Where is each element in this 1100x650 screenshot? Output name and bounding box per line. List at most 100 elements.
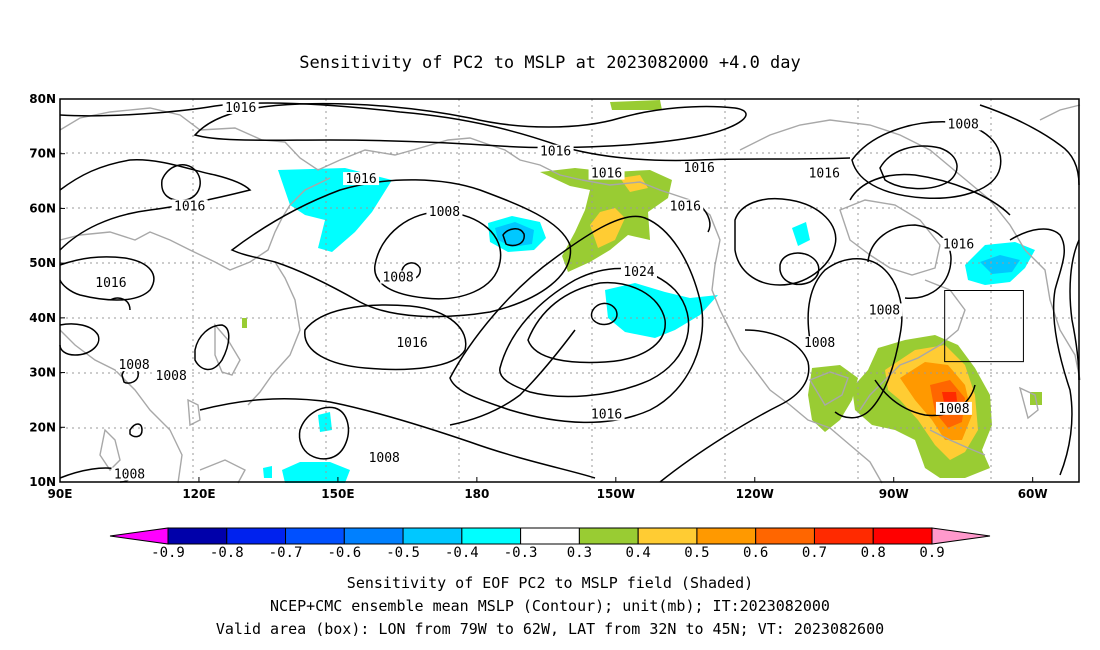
contour-label: 1016	[396, 336, 427, 351]
contour-label: 1008	[156, 369, 187, 384]
colorbar-swatch	[285, 527, 345, 545]
pos-patch-tiny	[242, 318, 247, 328]
contour-label: 1016	[670, 199, 701, 214]
colorbar: -0.9 -0.8 -0.7 -0.6 -0.5 -0.4 -0.3 0.3 0.4 0.5 0.6…	[109, 527, 991, 561]
contour-label-bg	[588, 407, 625, 421]
contour-label-bg	[380, 270, 417, 284]
contour-label: 1008	[948, 117, 979, 132]
contour-label-bg	[394, 336, 431, 350]
contour-label: 1016	[95, 276, 126, 291]
x-axis-ticks: 90E 120E 150E 180 150W 120W 90W 60W	[48, 477, 1048, 501]
y-tick-label: 60N	[29, 201, 56, 215]
x-tick-label: 180	[464, 487, 489, 501]
contour-label-bg	[866, 303, 903, 317]
map-panel: 1016 1016 1016 1016 1016 1008 1016 1016 1008 1016…	[29, 92, 1081, 501]
contour-label: 1008	[869, 303, 900, 318]
colorbar-label: -0.6	[327, 545, 361, 561]
contour-label-bg	[935, 401, 972, 415]
contour-label-bg	[681, 161, 718, 175]
colorbar-label: -0.7	[269, 545, 303, 561]
contour-label-bg	[801, 336, 838, 350]
y-tick-label: 40N	[29, 311, 56, 325]
contour-label: 1008	[382, 271, 413, 286]
colorbar-label: 0.5	[684, 545, 709, 561]
colorbar-label: 0.4	[626, 545, 651, 561]
x-tick-label: 90E	[48, 487, 73, 501]
contour-label-bg	[945, 117, 982, 131]
neg-patch-small-2	[263, 466, 272, 478]
colorbar-swatch	[226, 527, 287, 545]
colorbar-right-arrow	[931, 527, 991, 545]
colorbar-label: -0.3	[504, 545, 538, 561]
contour-label-bg	[111, 467, 148, 481]
contour-label-bg	[940, 237, 977, 251]
y-axis-ticks: 10N 20N 30N 40N 50N 60N 70N 80N	[29, 92, 65, 489]
contour-label: 1008	[429, 205, 460, 220]
contour-label-bg	[153, 369, 190, 383]
contour-label: 1016	[225, 101, 256, 116]
contour-label: 1016	[345, 172, 376, 187]
coastlines	[59, 104, 1081, 484]
pos-core-alaska	[590, 208, 625, 248]
neg-patch-hudson	[792, 222, 810, 246]
x-tick-label: 150E	[321, 487, 354, 501]
x-tick-label: 120E	[182, 487, 215, 501]
contour-label: 1008	[804, 336, 835, 351]
contour-label-bg	[426, 204, 463, 218]
caption-line-2: NCEP+CMC ensemble mean MSLP (Contour); u…	[270, 597, 830, 615]
contour-label: 1024	[623, 265, 654, 280]
colorbar-swatch	[696, 527, 757, 545]
contour-label: 1016	[174, 199, 205, 214]
colorbar-swatch	[461, 527, 522, 545]
contour-labels: 1016 1016 1016 1016 1016 1008 1016 1016 1008 1016…	[92, 100, 982, 483]
contour-label: 1008	[938, 402, 969, 417]
contour-label: 1016	[943, 238, 974, 253]
colorbar-label: 0.8	[861, 545, 886, 561]
pos-patch-gulf	[808, 365, 858, 432]
mslp-contours	[59, 102, 1080, 483]
contour-label: 1016	[591, 407, 622, 422]
x-tick-label: 90W	[879, 487, 909, 501]
contour-label: 1008	[114, 468, 145, 483]
x-tick-label: 60W	[1018, 487, 1048, 501]
colorbar-swatch	[167, 527, 228, 545]
colorbar-swatch	[813, 527, 874, 545]
contour-label-bg	[92, 276, 129, 290]
colorbar-label: 0.6	[743, 545, 768, 561]
contour-label-bg	[667, 199, 704, 213]
shaded-sensitivity	[242, 100, 1042, 483]
contour-label-bg	[343, 172, 380, 186]
contour-label: 1008	[118, 358, 149, 373]
map-title: Sensitivity of PC2 to MSLP at 2023082000…	[299, 53, 801, 73]
colorbar-swatch	[637, 527, 698, 545]
x-tick-label: 150W	[597, 487, 635, 501]
colorbar-swatch	[343, 527, 404, 545]
y-tick-label: 50N	[29, 256, 56, 270]
colorbar-swatch	[872, 527, 933, 545]
colorbar-label: -0.9	[151, 545, 185, 561]
contour-label-bg	[620, 265, 657, 279]
caption-line-1: Sensitivity of EOF PC2 to MSLP field (Sh…	[347, 574, 753, 592]
colorbar-swatch	[520, 527, 580, 545]
contour-label-bg	[366, 451, 403, 465]
map-frame	[59, 98, 1080, 483]
contour-label-bg	[116, 358, 153, 372]
valid-area-box	[944, 290, 1024, 363]
contour-label-bg	[537, 144, 574, 158]
colorbar-label: -0.5	[386, 545, 420, 561]
y-tick-label: 80N	[29, 92, 56, 106]
contour-label-bg	[222, 100, 259, 114]
colorbar-label: 0.7	[802, 545, 827, 561]
gridlines	[60, 99, 1079, 482]
y-tick-label: 70N	[29, 147, 56, 161]
colorbar-label: -0.4	[445, 545, 479, 561]
neg-patch-tropics	[282, 462, 350, 483]
contour-label: 1008	[369, 451, 400, 466]
x-tick-label: 120W	[736, 487, 774, 501]
colorbar-label: 0.3	[567, 545, 592, 561]
contour-label: 1016	[684, 161, 715, 176]
contour-label-bg	[588, 166, 625, 180]
y-tick-label: 10N	[29, 475, 56, 489]
colorbar-swatch	[578, 527, 639, 545]
